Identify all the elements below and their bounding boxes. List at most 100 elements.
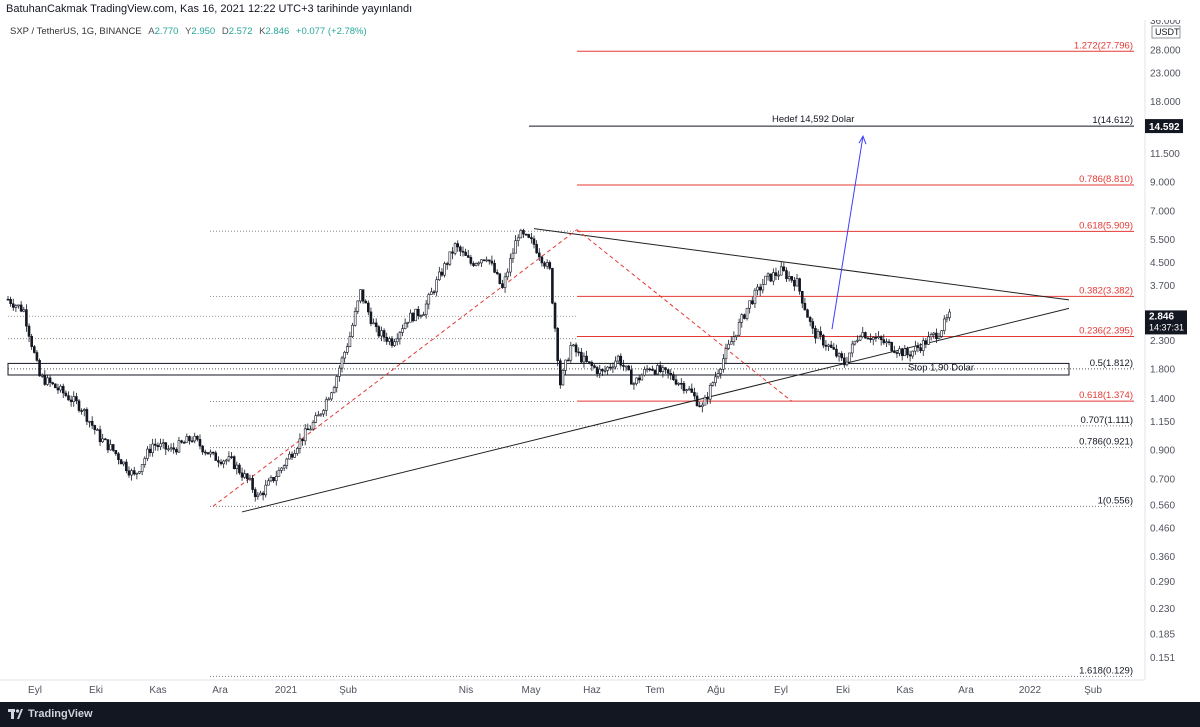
candle-body — [535, 244, 538, 254]
candle-body — [19, 304, 23, 312]
price-tick-label: 1.150 — [1150, 417, 1175, 428]
candle-body — [485, 259, 488, 262]
chart-canvas[interactable]: 0.151 0.185 0.230 0.290 0.360 0.460 0.560 0.700… — [0, 0, 1200, 702]
candle-body — [159, 443, 162, 448]
candle-body — [175, 449, 178, 453]
candle-body — [85, 409, 89, 422]
candle-body — [361, 289, 365, 302]
candle-body — [356, 300, 360, 312]
candle-body — [740, 314, 744, 323]
candle-body — [182, 442, 186, 444]
candle-body — [874, 337, 878, 339]
candle-body — [511, 252, 515, 260]
candle-body — [824, 344, 828, 347]
candle-body — [724, 348, 728, 360]
candle-body — [238, 464, 241, 474]
candle-body — [459, 246, 462, 252]
candle-body — [948, 311, 951, 318]
candle-body — [722, 358, 725, 370]
candle-body — [493, 262, 496, 273]
candle-body — [806, 309, 809, 318]
candle-body — [80, 410, 83, 412]
candle-body — [916, 346, 920, 348]
candle-body — [348, 336, 352, 347]
candle-body — [480, 259, 483, 264]
candle-body — [601, 368, 604, 372]
candle-body — [101, 438, 104, 443]
candle-body — [495, 272, 499, 274]
candle-body — [906, 348, 909, 356]
tradingview-logo-icon[interactable] — [8, 708, 24, 720]
candle-body — [711, 382, 715, 386]
time-tick-label: Haz — [583, 685, 601, 696]
candle-body — [288, 453, 291, 460]
candle-body — [188, 436, 191, 442]
candle-body — [635, 377, 638, 385]
candle-body — [532, 238, 536, 245]
candle-body — [501, 283, 504, 288]
candle-body — [153, 443, 157, 446]
candle-body — [290, 453, 294, 458]
candle-body — [51, 382, 55, 385]
price-badge-value: 2.846 — [1149, 311, 1174, 322]
candle-body — [453, 243, 457, 254]
candle-body — [319, 413, 323, 416]
candle-body — [527, 234, 531, 238]
candle-body — [840, 353, 844, 359]
candle-body — [914, 346, 917, 352]
candle-body — [6, 298, 10, 301]
candle-body — [543, 262, 546, 267]
candle-body — [866, 337, 870, 340]
candle-body — [885, 341, 888, 344]
candle-body — [406, 321, 410, 324]
candle-body — [374, 322, 378, 328]
price-tick-label: 0.900 — [1150, 445, 1175, 456]
candle-body — [322, 410, 325, 415]
price-tick-label: 0.700 — [1150, 475, 1175, 486]
time-tick-label: Ara — [958, 685, 974, 696]
candle-body — [77, 400, 81, 411]
candle-body — [222, 460, 225, 465]
candle-body — [643, 369, 646, 376]
symbol-pair[interactable]: SXP / TetherUS, 1G, BINANCE — [10, 26, 142, 37]
candle-body — [580, 351, 583, 363]
candle-body — [111, 444, 115, 451]
candle-body — [911, 350, 915, 357]
candle-body — [835, 348, 838, 357]
candle-body — [440, 271, 444, 276]
candle-body — [624, 365, 628, 368]
candle-body — [235, 464, 239, 469]
candle-body — [895, 352, 899, 354]
footer-brand[interactable]: TradingView — [28, 708, 93, 720]
trend-lines — [212, 134, 1070, 513]
candle-body — [790, 276, 794, 281]
low-value: 2.572 — [228, 26, 253, 37]
candle-body — [603, 370, 607, 372]
candle-body — [595, 367, 599, 374]
candle-body — [593, 365, 596, 368]
candle-body — [117, 453, 120, 460]
candle-body — [411, 312, 415, 322]
candle-body — [272, 476, 275, 482]
candle-body — [864, 332, 867, 339]
candle-body — [35, 352, 39, 361]
candle-body — [395, 338, 399, 343]
candle-body — [416, 308, 420, 317]
candle-body — [138, 471, 141, 474]
candle-body — [125, 461, 128, 472]
candle-body — [193, 435, 197, 442]
candle-body — [25, 309, 28, 327]
candle-body — [227, 456, 231, 461]
candle-body — [719, 368, 723, 374]
candle-body — [267, 480, 270, 486]
candle-body — [46, 377, 49, 385]
candle-body — [27, 325, 31, 337]
candle-body — [942, 318, 946, 331]
time-tick-label: Ara — [212, 685, 228, 696]
candle-body — [798, 278, 801, 292]
candle-body — [472, 263, 475, 266]
candle-body — [937, 336, 941, 340]
candle-body — [590, 362, 594, 367]
price-badge-box — [1145, 310, 1187, 335]
descending-trendline — [533, 228, 1070, 301]
